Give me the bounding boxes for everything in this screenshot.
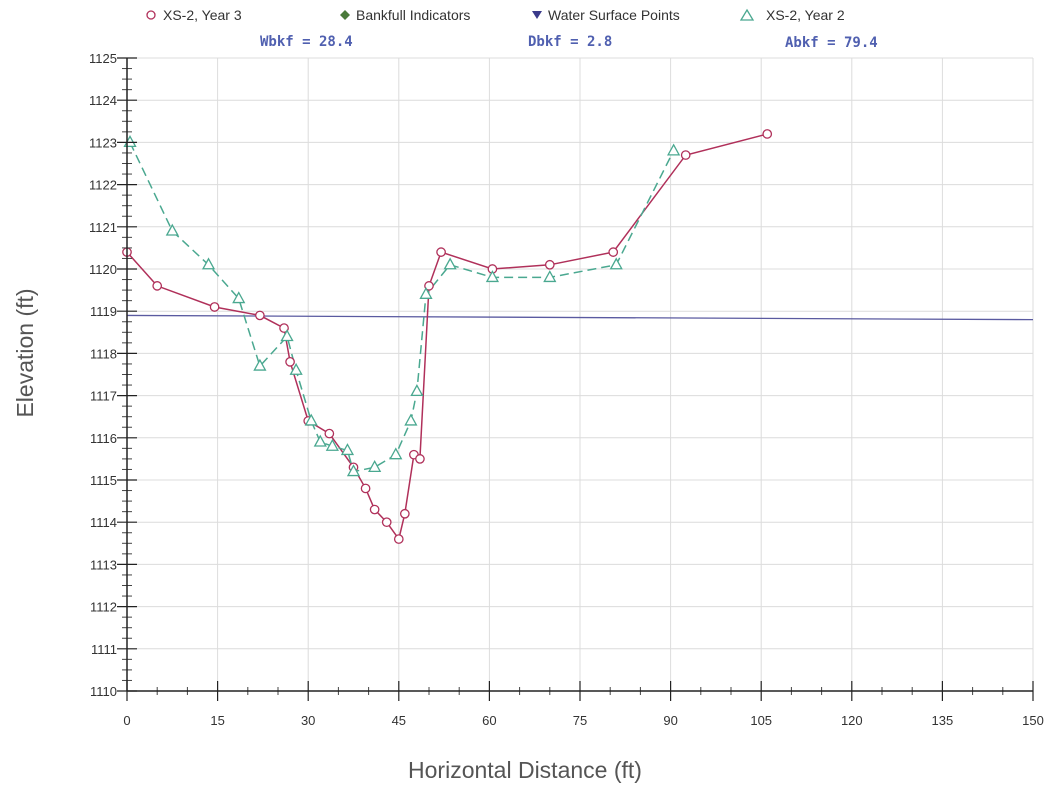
data-point xyxy=(232,291,246,304)
data-point xyxy=(410,384,424,397)
y-tick-label: 1112 xyxy=(90,600,117,615)
legend-label-water-surface: Water Surface Points xyxy=(548,7,680,23)
series-line-2 xyxy=(129,142,675,473)
y-tick-label: 1124 xyxy=(89,93,117,108)
data-point xyxy=(279,323,289,333)
x-tick-label: 15 xyxy=(210,713,224,728)
data-point xyxy=(346,464,361,477)
y-tick-label: 1118 xyxy=(90,346,117,361)
y-tick-label: 1123 xyxy=(89,135,117,150)
data-point xyxy=(289,362,303,375)
legend-circle-icon xyxy=(146,10,156,20)
legend-item-year2: XS-2, Year 2 xyxy=(739,7,845,23)
stat-abkf: Abkf = 79.4 xyxy=(785,35,878,51)
data-point xyxy=(415,454,425,464)
data-point xyxy=(253,358,267,371)
data-point xyxy=(313,434,327,447)
y-tick-label: 1113 xyxy=(90,557,117,572)
data-point xyxy=(609,257,623,270)
data-point xyxy=(404,413,418,426)
legend-diamond-icon xyxy=(340,10,350,20)
legend-item-year3: XS-2, Year 3 xyxy=(146,7,242,23)
y-tick-label: 1121 xyxy=(89,220,117,235)
data-point xyxy=(424,281,434,291)
y-tick-label: 1122 xyxy=(89,178,117,193)
legend: XS-2, Year 3 Bankfull Indicators Water S… xyxy=(146,7,845,23)
x-tick-label: 30 xyxy=(301,713,315,728)
data-point xyxy=(280,329,294,342)
data-point xyxy=(324,428,335,439)
water-surface-line xyxy=(126,314,1034,321)
data-point xyxy=(255,310,265,321)
legend-label-bankfull: Bankfull Indicators xyxy=(356,7,470,23)
data-point xyxy=(393,534,404,544)
legend-triangle-icon xyxy=(739,8,755,21)
y-tick-label: 1117 xyxy=(90,389,117,404)
x-tick-label: 105 xyxy=(750,713,772,728)
x-tick-label: 150 xyxy=(1022,713,1044,728)
x-axis-title: Horizontal Distance (ft) xyxy=(408,757,642,783)
data-point xyxy=(419,286,433,299)
data-point xyxy=(544,259,555,270)
x-tick-label: 135 xyxy=(932,713,954,728)
axes xyxy=(117,57,1034,701)
data-point xyxy=(325,438,339,451)
data-point xyxy=(360,483,371,494)
x-tick-label: 90 xyxy=(663,713,677,728)
legend-item-water-surface: Water Surface Points xyxy=(532,7,680,23)
stat-dbkf: Dbkf = 2.8 xyxy=(528,34,612,50)
data-point xyxy=(152,281,163,291)
tick-labels: 0 15 30 45 60 75 90 105 120 135 150 1110 1111 1112 111… xyxy=(89,51,1044,728)
stat-wbkf: Wbkf = 28.4 xyxy=(260,34,353,50)
x-tick-label: 45 xyxy=(392,713,406,728)
data-point xyxy=(667,143,681,156)
y-axis-title: Elevation (ft) xyxy=(12,288,38,417)
y-tick-label: 1111 xyxy=(91,642,117,657)
data-point xyxy=(369,504,380,515)
x-tick-label: 120 xyxy=(841,713,863,728)
y-tick-label: 1125 xyxy=(89,51,117,66)
data-point xyxy=(381,517,392,528)
y-tick-label: 1116 xyxy=(90,431,117,446)
data-point xyxy=(209,302,220,312)
data-point xyxy=(399,508,410,519)
data-point xyxy=(304,413,318,426)
data-point xyxy=(201,257,216,270)
x-tick-label: 60 xyxy=(482,713,496,728)
data-point xyxy=(165,223,179,236)
series-markers xyxy=(122,129,773,544)
data-point xyxy=(543,270,557,283)
data-point xyxy=(443,257,457,270)
data-point xyxy=(285,356,295,367)
legend-label-year3: XS-2, Year 3 xyxy=(163,7,242,23)
y-tick-label: 1120 xyxy=(89,262,117,277)
x-tick-label: 75 xyxy=(573,713,587,728)
data-point xyxy=(485,270,500,283)
data-point xyxy=(680,150,691,160)
data-point xyxy=(389,447,403,460)
legend-label-year2: XS-2, Year 2 xyxy=(766,7,845,23)
legend-item-bankfull: Bankfull Indicators xyxy=(340,7,470,23)
data-point xyxy=(436,247,446,257)
data-point xyxy=(340,443,355,456)
grid xyxy=(127,57,1034,691)
x-tick-label: 0 xyxy=(123,713,130,728)
y-tick-label: 1114 xyxy=(90,515,117,530)
y-tick-label: 1110 xyxy=(90,684,117,699)
data-point xyxy=(762,129,773,139)
data-point xyxy=(608,247,619,257)
y-tick-label: 1119 xyxy=(90,304,117,319)
y-tick-label: 1115 xyxy=(90,473,117,488)
data-point xyxy=(368,459,382,472)
legend-triangle-down-icon xyxy=(532,11,542,19)
water-surface-line xyxy=(126,314,1034,321)
